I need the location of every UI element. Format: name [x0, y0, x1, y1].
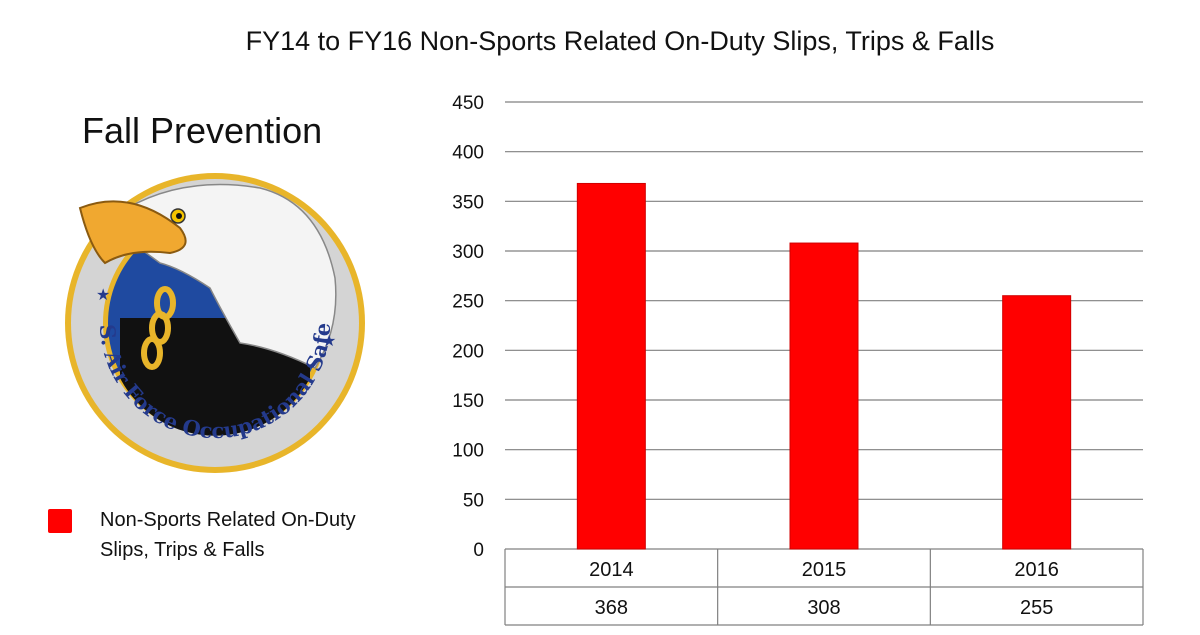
- y-tick-label: 250: [452, 292, 484, 313]
- y-tick-label: 50: [463, 490, 484, 511]
- data-table-value: 255: [1020, 597, 1053, 619]
- y-tick-label: 300: [452, 242, 484, 263]
- eagle-icon: [78, 183, 337, 369]
- y-tick-label: 400: [452, 143, 484, 164]
- x-category-label: 2014: [589, 559, 634, 581]
- y-tick-label: 200: [452, 341, 484, 362]
- bar: [789, 242, 859, 550]
- star-icon: ★: [96, 287, 110, 304]
- bar: [576, 182, 646, 550]
- chain-icon: [141, 286, 176, 370]
- page-subtitle: Fall Prevention: [82, 110, 323, 151]
- legend-label: Non-Sports Related On-Duty Slips, Trips …: [100, 509, 356, 561]
- y-tick-label: 150: [452, 391, 484, 412]
- air-force-safety-logo: U.S. Air Force Occupational Safety ★ ★: [60, 168, 365, 473]
- y-tick-label: 0: [473, 540, 484, 561]
- x-category-label: 2015: [802, 559, 847, 581]
- star-icon: ★: [322, 333, 336, 350]
- data-table-value: 308: [807, 597, 840, 619]
- y-tick-label: 100: [452, 441, 484, 462]
- y-tick-label: 450: [452, 93, 484, 114]
- chart-title: FY14 to FY16 Non-Sports Related On-Duty …: [245, 26, 995, 56]
- data-table-value: 368: [595, 597, 628, 619]
- y-tick-label: 350: [452, 192, 484, 213]
- bar: [1002, 295, 1072, 550]
- legend-swatch: [48, 509, 72, 533]
- legend: Non-Sports Related On-Duty Slips, Trips …: [48, 505, 400, 565]
- x-category-label: 2016: [1014, 559, 1059, 581]
